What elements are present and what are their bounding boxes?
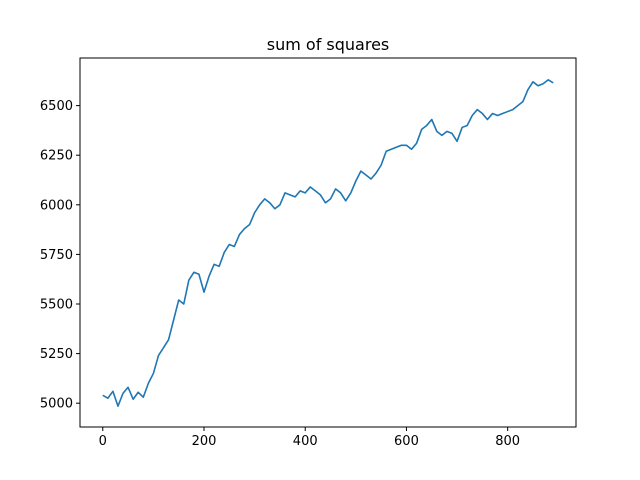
axis-ticks: 0 200 400 600 800 5000 5250 5500 5750 6000 6250 650… <box>40 99 520 449</box>
y-tick-label: 5250 <box>40 347 73 362</box>
series-line <box>102 79 554 407</box>
x-tick-label: 800 <box>495 434 520 449</box>
y-tick-label: 5000 <box>40 397 73 412</box>
plot-frame <box>79 57 577 428</box>
chart-title: sum of squares <box>267 35 390 54</box>
series-layer <box>102 79 554 407</box>
x-tick-label: 0 <box>99 434 107 449</box>
x-tick-label: 400 <box>293 434 318 449</box>
x-tick-label: 200 <box>192 434 217 449</box>
y-tick-label: 6500 <box>40 99 73 114</box>
y-tick-label: 5500 <box>40 298 73 313</box>
y-tick-label: 6250 <box>40 149 73 164</box>
x-tick-label: 600 <box>394 434 419 449</box>
y-tick-label: 6000 <box>40 198 73 213</box>
y-tick-label: 5750 <box>40 248 73 263</box>
